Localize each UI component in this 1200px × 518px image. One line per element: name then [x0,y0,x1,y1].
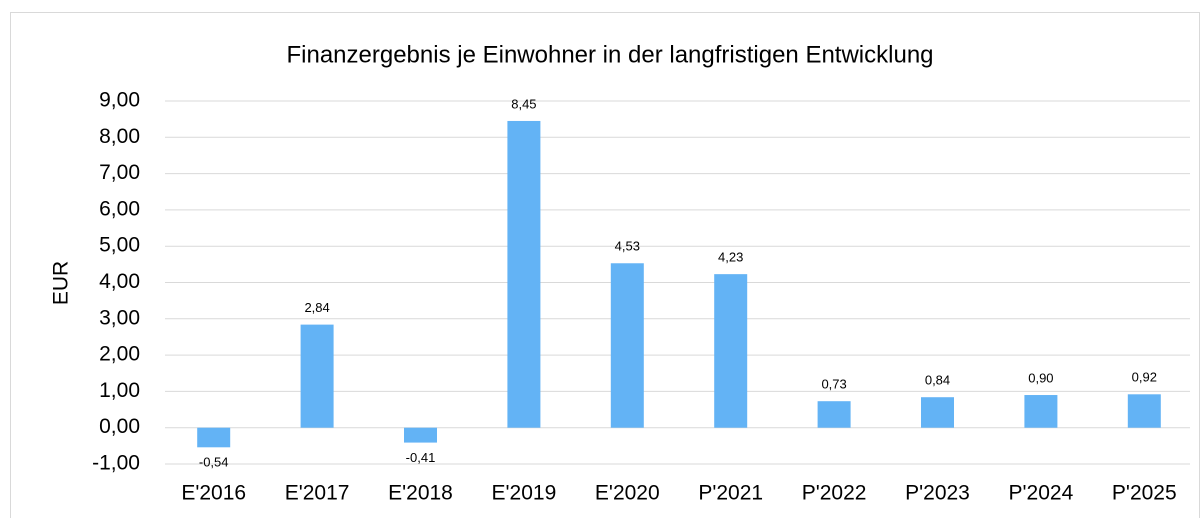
x-tick-label: E'2017 [285,482,350,505]
data-label: 0,92 [1132,370,1157,385]
y-tick-label: 9,00 [99,89,140,112]
y-tick-label: 3,00 [99,306,140,329]
bar [1127,394,1161,428]
y-tick-label: 8,00 [99,125,140,148]
bar [197,427,231,448]
bar [921,397,954,428]
data-label: -0,54 [199,455,229,470]
data-label: 4,23 [718,250,743,265]
x-tick-label: P'2021 [698,482,763,505]
y-tick-label: 6,00 [99,197,140,220]
bar [817,401,851,428]
y-tick-label: 5,00 [99,234,140,257]
chart-border [10,12,1200,518]
y-tick-label: 4,00 [99,270,140,293]
x-tick-label: P'2025 [1112,482,1177,505]
data-label: 0,90 [1028,370,1053,385]
bar [610,263,644,428]
bar [1024,395,1058,428]
chart-title: Finanzergebnis je Einwohner in der langf… [286,41,933,68]
y-tick-label: 0,00 [99,415,140,438]
data-label: 0,73 [821,377,846,392]
x-tick-label: E'2018 [388,482,453,505]
x-tick-label: E'2019 [492,482,557,505]
data-label: 0,84 [925,373,950,388]
x-tick-label: P'2024 [1009,482,1074,505]
data-label: 4,53 [615,239,640,254]
data-label: 8,45 [511,96,536,111]
data-label: 2,84 [304,300,329,315]
y-tick-label: -1,00 [92,452,140,475]
x-tick-label: P'2022 [802,482,867,505]
y-tick-label: 1,00 [99,379,140,402]
y-tick-label: 7,00 [99,161,140,184]
bar [300,324,334,428]
x-tick-label: E'2020 [595,482,660,505]
bar [714,274,748,428]
y-axis-label: EUR [50,261,73,305]
data-label: -0,41 [406,450,436,465]
bar [404,427,437,443]
bar [507,120,541,428]
x-tick-label: E'2016 [181,482,246,505]
x-tick-label: P'2023 [905,482,970,505]
y-tick-label: 2,00 [99,343,140,366]
